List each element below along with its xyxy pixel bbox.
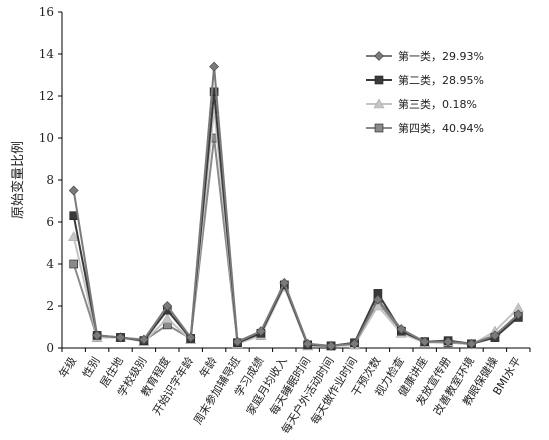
x-tick-label: 年级 (56, 354, 80, 380)
y-tick-label: 10 (39, 131, 54, 145)
data-point (349, 338, 360, 349)
data-point (466, 338, 477, 349)
x-tick-label: 年龄 (196, 354, 220, 380)
data-point (115, 332, 126, 343)
legend: 第一类，29.93% 第二类，28.95% 第三类，0.18% 第四类，40.94% (366, 49, 484, 135)
data-point (92, 330, 103, 341)
data-point (419, 336, 430, 347)
y-tick-label: 14 (39, 47, 55, 61)
y-tick-label: 4 (46, 257, 54, 271)
y-axis-label: 原始变量比例 (10, 141, 26, 219)
data-point (185, 332, 196, 343)
series-group (68, 61, 524, 351)
legend-item: 第一类，29.93% (366, 49, 484, 63)
data-point (326, 340, 337, 351)
series-1 (68, 61, 524, 351)
y-tick-label: 2 (46, 299, 54, 313)
y-tick-label: 0 (46, 341, 54, 355)
y-tick-label: 6 (46, 215, 54, 229)
data-point (396, 324, 407, 335)
y-tick-label: 12 (39, 89, 54, 103)
data-point (138, 334, 149, 345)
x-tick-label: 性别 (79, 354, 103, 380)
data-point (513, 309, 524, 320)
legend-marker (373, 98, 385, 109)
data-point (489, 330, 500, 341)
y-ticks: 0 2 4 6 8 10 12 14 16 (39, 5, 62, 355)
y-tick-label: 16 (39, 5, 54, 19)
legend-marker (374, 75, 384, 85)
data-point (162, 301, 173, 311)
legend-label: 第一类，29.93% (398, 49, 484, 63)
data-point (68, 185, 79, 196)
data-point (443, 336, 454, 347)
legend-label: 第二类，28.95% (398, 73, 484, 87)
legend-item: 第二类，28.95% (366, 73, 484, 87)
legend-marker (374, 123, 384, 133)
data-point (255, 326, 266, 337)
series-line (72, 107, 520, 347)
legend-marker (374, 51, 384, 61)
data-point (372, 294, 383, 305)
legend-label: 第三类，0.18% (398, 97, 477, 111)
legend-item: 第四类，40.94% (366, 121, 484, 135)
data-point (69, 259, 78, 269)
legend-item: 第三类，0.18% (366, 97, 477, 111)
data-point (68, 231, 80, 241)
legend-label: 第四类，40.94% (398, 121, 484, 135)
data-point (209, 87, 219, 97)
data-point (161, 312, 173, 323)
y-tick-label: 8 (46, 173, 54, 187)
data-point (279, 277, 290, 288)
data-point (302, 338, 313, 349)
data-point (232, 336, 243, 347)
data-point (209, 61, 220, 72)
